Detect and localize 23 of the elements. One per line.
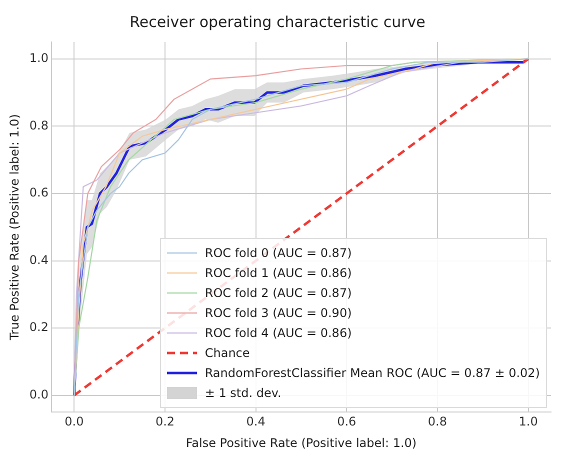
legend-label: ROC fold 3 (AUC = 0.90) bbox=[204, 306, 352, 320]
x-tick-label: 0.6 bbox=[337, 414, 356, 429]
x-axis-title: False Positive Rate (Positive label: 1.0) bbox=[186, 436, 417, 450]
legend-label: RandomForestClassifier Mean ROC (AUC = 0.87 ± 0.02) bbox=[204, 366, 540, 380]
y-tick-label: 0.6 bbox=[29, 186, 48, 200]
x-tick-label: 0.4 bbox=[246, 414, 266, 429]
legend-label: ROC fold 1 (AUC = 0.86) bbox=[204, 266, 352, 280]
legend-label: ROC fold 2 (AUC = 0.87) bbox=[204, 286, 352, 300]
legend-label: Chance bbox=[204, 346, 250, 360]
x-tick-label: 0.8 bbox=[428, 414, 448, 429]
x-tick-label: 0.0 bbox=[64, 414, 84, 429]
y-axis-title: True Positive Rate (Positive label: 1.0) bbox=[7, 114, 22, 342]
y-tick-label: 1.0 bbox=[29, 50, 48, 65]
chart-title: Receiver operating characteristic curve bbox=[130, 12, 426, 31]
y-tick-label: 0.2 bbox=[29, 320, 48, 334]
x-tick-label: 0.2 bbox=[155, 414, 175, 429]
y-tick-label: 0.0 bbox=[29, 388, 48, 402]
y-tick-label: 0.4 bbox=[29, 252, 48, 267]
x-tick-label: 1.0 bbox=[518, 414, 538, 429]
legend-label: ROC fold 0 (AUC = 0.87) bbox=[204, 246, 352, 260]
y-tick-label: 0.8 bbox=[29, 118, 48, 132]
annotation: ± 1 std. dev. bbox=[204, 386, 282, 400]
legend-label: ROC fold 4 (AUC = 0.86) bbox=[204, 326, 352, 340]
